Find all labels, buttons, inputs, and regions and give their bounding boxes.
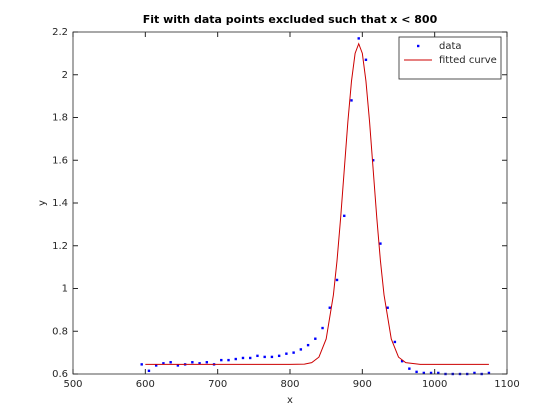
data-point — [415, 370, 418, 374]
legend-box — [398, 36, 502, 80]
data-point — [234, 357, 237, 361]
data-point — [263, 355, 266, 359]
data-point — [220, 358, 223, 362]
data-point — [191, 361, 194, 364]
legend-label: fitted curve — [439, 55, 497, 66]
data-point — [357, 37, 360, 40]
legend-label: data — [439, 41, 462, 52]
data-point — [371, 159, 375, 162]
data-point — [400, 359, 404, 363]
data-point — [205, 361, 209, 364]
y-tick-label: 2 — [62, 70, 68, 81]
x-tick-label: 1000 — [422, 379, 447, 390]
data-point — [249, 356, 252, 360]
y-tick-label: 1.2 — [52, 241, 68, 252]
axes-box — [72, 31, 508, 375]
data-point — [408, 367, 411, 370]
data-point — [227, 358, 230, 362]
data-point — [176, 364, 180, 367]
fitted-curve — [145, 42, 489, 365]
data-point — [393, 340, 397, 344]
y-tick-label: 1.4 — [52, 198, 68, 209]
y-tick-label: 1.8 — [52, 113, 68, 124]
y-tick-label: 2.2 — [52, 27, 68, 38]
x-tick-label: 900 — [353, 379, 372, 390]
data-point — [147, 369, 151, 372]
data-point — [473, 371, 476, 375]
data-point — [270, 355, 274, 359]
x-tick-label: 700 — [208, 379, 227, 390]
data-point — [364, 58, 368, 61]
data-point — [285, 352, 288, 355]
data-point — [162, 362, 165, 365]
x-tick-label: 600 — [136, 379, 155, 390]
x-tick-label: 1100 — [494, 379, 519, 390]
data-point — [343, 214, 346, 218]
data-point — [198, 362, 201, 365]
y-tick-label: 0.8 — [52, 326, 68, 337]
y-tick-label: 0.6 — [52, 369, 68, 380]
data-point — [321, 326, 324, 330]
data-point — [292, 351, 295, 354]
x-tick-label: 800 — [280, 379, 299, 390]
data-point — [422, 371, 426, 375]
data-point — [437, 371, 440, 375]
data-point — [140, 363, 143, 366]
data-point — [169, 361, 172, 364]
data-point — [241, 356, 245, 360]
data-point — [335, 278, 339, 282]
y-axis-label: y — [37, 200, 48, 206]
data-point — [256, 354, 259, 358]
data-point — [379, 242, 382, 245]
data-point — [306, 343, 310, 347]
data-point — [154, 364, 158, 367]
plot-area — [73, 32, 507, 374]
data-point — [299, 348, 303, 351]
data-point — [487, 371, 491, 375]
y-tick-label: 1.6 — [52, 155, 68, 166]
data-point — [386, 306, 389, 309]
data-point — [350, 99, 353, 102]
data-point — [429, 371, 433, 375]
data-point — [328, 306, 331, 309]
x-axis-label: x — [287, 395, 293, 406]
legend-swatch — [417, 44, 420, 48]
x-tick-label: 500 — [63, 379, 82, 390]
data-point — [277, 354, 281, 358]
data-point — [314, 337, 317, 340]
chart-title: Fit with data points excluded such that … — [143, 13, 438, 26]
y-tick-label: 1 — [62, 284, 68, 295]
